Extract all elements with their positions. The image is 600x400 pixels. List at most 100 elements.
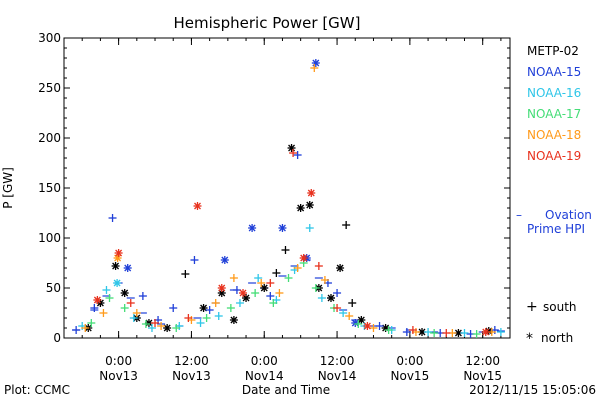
- y-tick-label: 50: [46, 281, 61, 295]
- data-point: [235, 299, 244, 307]
- x-tick-label: 12:00: [174, 354, 209, 368]
- data-point: [278, 224, 287, 232]
- x-tick-date-label: Nov13: [99, 369, 138, 383]
- x-tick-date-label: Nov15: [391, 369, 430, 383]
- data-point: [375, 322, 384, 330]
- data-point: [72, 326, 81, 334]
- data-point: [102, 286, 111, 294]
- data-point: [333, 304, 342, 312]
- y-tick-label: 100: [38, 231, 61, 245]
- data-point: [269, 299, 278, 307]
- data-point: [129, 314, 138, 322]
- data-point: [87, 319, 96, 327]
- data-point: [430, 329, 439, 337]
- data-point: [336, 264, 345, 272]
- footer-credit: Plot: CCMC: [4, 383, 70, 397]
- data-point: [108, 214, 117, 222]
- data-point: [239, 289, 248, 297]
- data-point: [402, 328, 411, 336]
- data-point: [90, 304, 99, 312]
- legend-south-symbol: +: [526, 299, 538, 315]
- data-point: [199, 304, 208, 312]
- legend-ovation-dash: –: [516, 208, 522, 222]
- data-point: [305, 201, 314, 209]
- x-axis: 0:00Nov1312:00Nov130:00Nov1412:00Nov140:…: [63, 38, 502, 383]
- data-point: [472, 330, 481, 338]
- data-point: [333, 289, 342, 297]
- data-point: [481, 328, 490, 336]
- data-point: [120, 304, 129, 312]
- data-point: [220, 256, 229, 264]
- data-point: [424, 328, 433, 336]
- data-point: [205, 306, 214, 314]
- data-point: [190, 256, 199, 264]
- data-point: [369, 324, 378, 332]
- data-point: [299, 254, 308, 262]
- x-axis-label: Date and Time: [242, 383, 330, 397]
- data-point: [151, 319, 160, 327]
- data-point: [363, 322, 372, 330]
- plot-area: [63, 37, 511, 339]
- data-point: [342, 221, 351, 229]
- data-point: [141, 320, 150, 328]
- data-point: [114, 249, 123, 257]
- y-tick-label: 0: [53, 331, 61, 345]
- legend-ovation-label-2: Prime HPI: [527, 222, 585, 236]
- legend-entry: NOAA-16: [527, 86, 581, 100]
- legend-north-label: north: [541, 331, 573, 345]
- data-point: [120, 289, 129, 297]
- data-point: [345, 312, 354, 320]
- y-tick-label: 150: [38, 181, 61, 195]
- data-point: [138, 292, 147, 300]
- data-point: [310, 64, 319, 72]
- data-point: [289, 149, 298, 157]
- data-point: [99, 309, 108, 317]
- data-point: [229, 274, 238, 282]
- y-tick-label: 250: [38, 81, 61, 95]
- ovation-hpi-series: [72, 259, 505, 334]
- data-point: [113, 254, 122, 262]
- data-point: [311, 284, 320, 292]
- data-point: [305, 224, 314, 232]
- data-point: [257, 279, 266, 287]
- data-point: [287, 144, 296, 152]
- data-point: [217, 289, 226, 297]
- data-point: [232, 286, 241, 294]
- data-point: [317, 294, 326, 302]
- data-point: [169, 304, 178, 312]
- data-point: [260, 284, 269, 292]
- y-axis-label: P [GW]: [1, 167, 15, 209]
- data-point: [296, 204, 305, 212]
- data-point: [113, 279, 122, 287]
- data-point: [211, 299, 220, 307]
- data-point: [181, 270, 190, 278]
- data-point: [281, 246, 290, 254]
- data-point: [81, 324, 90, 332]
- data-point: [123, 264, 132, 272]
- y-tick-label: 300: [38, 31, 61, 45]
- legend-south-label: south: [543, 300, 577, 314]
- data-point: [254, 274, 263, 282]
- x-tick-label: 0:00: [105, 354, 132, 368]
- data-point: [184, 314, 193, 322]
- x-tick-label: 0:00: [396, 354, 423, 368]
- x-tick-label: 12:00: [465, 354, 500, 368]
- data-point: [126, 299, 135, 307]
- y-tick-label: 200: [38, 131, 61, 145]
- data-point: [111, 262, 120, 270]
- chart-title: Hemispheric Power [GW]: [174, 14, 361, 32]
- legend-entry: NOAA-19: [527, 149, 581, 163]
- data-point: [320, 276, 329, 284]
- y-axis: 0 50 100 150 200 250 300: [38, 31, 510, 345]
- data-point: [226, 304, 235, 312]
- data-point: [293, 151, 302, 159]
- data-point: [442, 329, 451, 337]
- footer-timestamp: 2012/11/15 15:05:06: [469, 383, 596, 397]
- x-tick-date-label: Nov15: [463, 369, 502, 383]
- data-point: [202, 314, 211, 322]
- x-tick-date-label: Nov14: [318, 369, 357, 383]
- data-point: [384, 326, 393, 334]
- data-point: [339, 309, 348, 317]
- data-point: [284, 274, 293, 282]
